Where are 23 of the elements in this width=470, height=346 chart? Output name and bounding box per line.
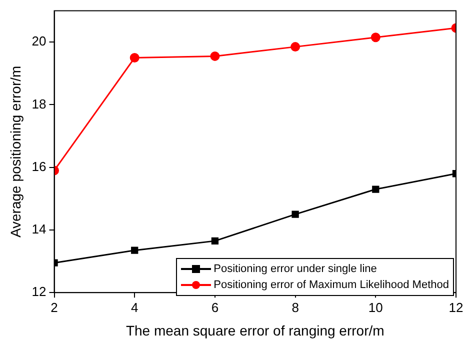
point [211, 237, 219, 245]
y-tick-label: 18 [32, 96, 46, 112]
point [210, 51, 220, 61]
y-tick-label: 12 [32, 284, 46, 300]
point [372, 186, 380, 193]
x-tick-label: 4 [130, 300, 138, 315]
x-tick-label: 6 [211, 300, 219, 315]
x-axis-title: The mean square error of ranging error/m [126, 322, 384, 338]
x-tick-label: 12 [448, 300, 464, 315]
x-tick-label: 8 [292, 300, 299, 315]
legend-label: Positioning error of Maximum Likelihood Method [214, 278, 449, 293]
x-tick-label: 2 [50, 300, 58, 315]
y-tick-label: 14 [32, 222, 46, 237]
point [290, 42, 300, 52]
point [370, 32, 380, 42]
point [292, 210, 299, 218]
point [131, 246, 138, 254]
y-tick-label: 20 [32, 34, 46, 49]
point [130, 53, 140, 63]
y-axis-title: Average positioning error/m [7, 66, 24, 238]
x-tick-label: 10 [368, 300, 383, 315]
y-tick-label: 16 [32, 158, 46, 174]
legend-label: Positioning error under single line [214, 262, 377, 277]
